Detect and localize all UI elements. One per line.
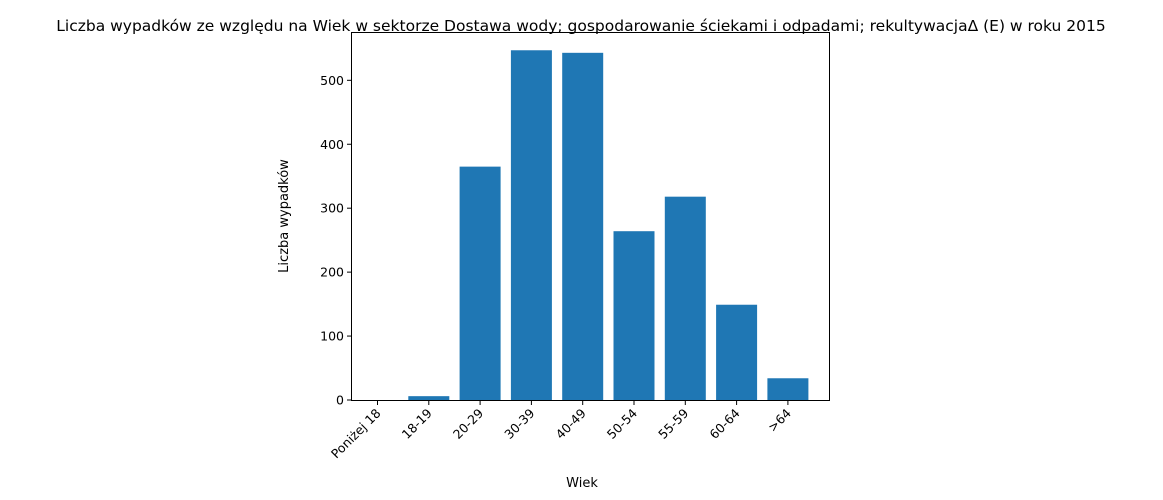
bar-1 (408, 396, 450, 400)
x-tick-label-4: 40-49 (553, 405, 589, 441)
y-tick-label-5: 500 (320, 73, 344, 88)
bar-2 (459, 166, 501, 400)
x-tick-label-5: 50-54 (604, 405, 640, 441)
bar-5 (613, 231, 655, 400)
bar-3 (510, 50, 552, 401)
y-tick-label-4: 400 (320, 137, 344, 152)
x-tick-label-7: 60-64 (706, 405, 742, 441)
y-tick-label-1: 100 (320, 329, 344, 344)
y-axis-label: Liczba wypadków (277, 159, 292, 273)
y-tick-label-2: 200 (320, 265, 344, 280)
y-tick-label-0: 0 (336, 393, 344, 408)
y-tick-label-3: 300 (320, 201, 344, 216)
x-tick-label-0: Poniżej 18 (328, 405, 384, 461)
x-tick-label-8: >64 (765, 405, 794, 434)
x-axis: Poniżej 18 18-19 20-29 30-39 40-49 50-54 55-59… (328, 400, 794, 461)
x-tick-label-3: 30-39 (501, 405, 537, 441)
x-tick-label-2: 20-29 (450, 405, 486, 441)
plot-frame (351, 32, 830, 401)
bar-4 (562, 52, 604, 400)
x-axis-label: Wiek (566, 476, 598, 491)
bar-6 (664, 196, 706, 400)
chart-title: Liczba wypadków ze względu na Wiek w sek… (56, 17, 1106, 35)
x-tick-label-1: 18-19 (399, 405, 435, 441)
bar-8 (767, 378, 809, 400)
bars-group (408, 50, 809, 401)
bar-7 (716, 304, 758, 400)
x-tick-label-6: 55-59 (655, 405, 691, 441)
y-axis: 0 100 200 300 400 500 (320, 73, 352, 408)
